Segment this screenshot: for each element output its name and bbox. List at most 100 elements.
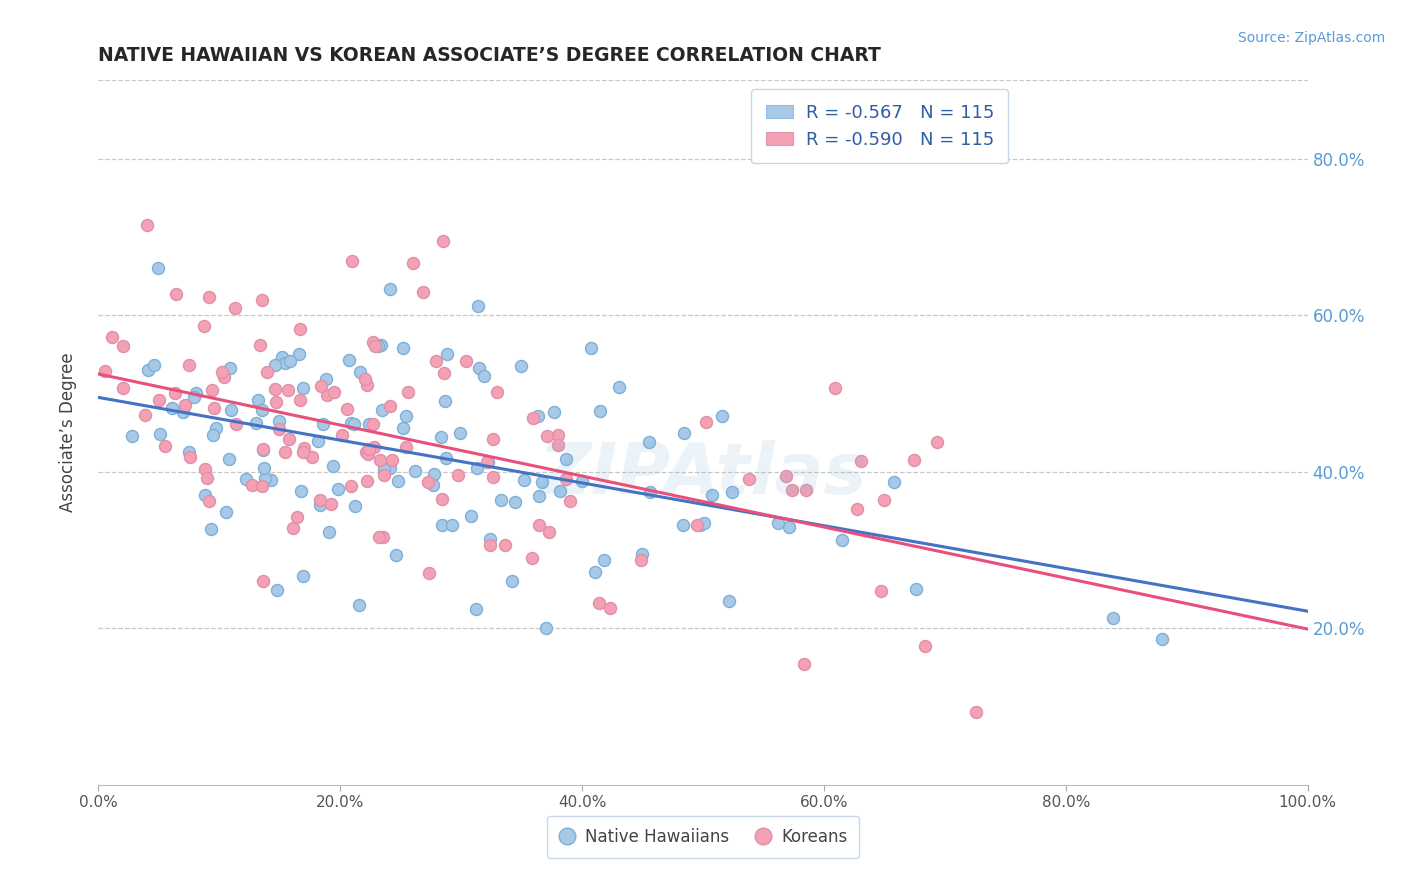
Point	[183, 390, 205, 404]
Y-axis label: Associate’s Degree: Associate’s Degree	[59, 353, 77, 512]
Point	[846, 502, 869, 516]
Point	[363, 339, 385, 353]
Point	[482, 432, 505, 446]
Point	[252, 442, 274, 456]
Point	[323, 384, 346, 399]
Point	[269, 421, 291, 435]
Point	[501, 574, 523, 588]
Point	[194, 488, 217, 502]
Point	[422, 467, 444, 481]
Point	[720, 484, 742, 499]
Point	[271, 350, 294, 364]
Point	[718, 594, 741, 608]
Point	[277, 383, 299, 397]
Point	[378, 282, 401, 296]
Point	[219, 403, 242, 417]
Point	[354, 372, 377, 386]
Point	[737, 472, 759, 486]
Point	[689, 517, 711, 532]
Legend: Native Hawaiians, Koreans: Native Hawaiians, Koreans	[547, 816, 859, 858]
Point	[395, 440, 418, 454]
Point	[558, 494, 581, 508]
Point	[672, 426, 695, 441]
Point	[142, 358, 165, 372]
Point	[224, 301, 246, 316]
Point	[543, 405, 565, 419]
Point	[494, 538, 516, 552]
Point	[449, 426, 471, 441]
Text: Source: ZipAtlas.com: Source: ZipAtlas.com	[1237, 31, 1385, 45]
Point	[536, 428, 558, 442]
Point	[356, 377, 378, 392]
Point	[301, 450, 323, 465]
Point	[245, 416, 267, 430]
Point	[780, 483, 803, 497]
Point	[373, 462, 395, 476]
Point	[554, 473, 576, 487]
Point	[252, 460, 274, 475]
Point	[425, 354, 447, 368]
Point	[477, 455, 499, 469]
Point	[165, 287, 187, 301]
Point	[309, 498, 332, 512]
Point	[205, 421, 228, 435]
Point	[186, 386, 208, 401]
Point	[824, 381, 846, 395]
Point	[430, 491, 453, 506]
Point	[527, 409, 550, 423]
Point	[367, 339, 389, 353]
Point	[381, 453, 404, 467]
Point	[583, 566, 606, 580]
Point	[179, 450, 201, 464]
Point	[593, 553, 616, 567]
Point	[503, 494, 526, 508]
Point	[447, 467, 470, 482]
Point	[263, 359, 285, 373]
Text: ZIPAtlas: ZIPAtlas	[538, 441, 868, 509]
Point	[197, 493, 219, 508]
Point	[308, 492, 330, 507]
Point	[430, 517, 453, 532]
Point	[520, 551, 543, 566]
Point	[522, 411, 544, 425]
Point	[510, 359, 533, 374]
Point	[307, 434, 329, 448]
Point	[121, 429, 143, 443]
Point	[330, 428, 353, 442]
Point	[249, 338, 271, 352]
Point	[264, 382, 287, 396]
Point	[343, 417, 366, 432]
Point	[467, 299, 489, 313]
Point	[250, 479, 273, 493]
Point	[274, 445, 297, 459]
Point	[638, 485, 661, 500]
Point	[530, 475, 553, 490]
Point	[349, 598, 371, 612]
Point	[283, 521, 305, 535]
Point	[589, 404, 612, 418]
Point	[252, 442, 274, 457]
Point	[432, 234, 454, 248]
Point	[218, 452, 240, 467]
Point	[198, 291, 221, 305]
Point	[134, 408, 156, 422]
Point	[250, 403, 273, 417]
Point	[599, 601, 621, 615]
Point	[402, 256, 425, 270]
Point	[294, 441, 316, 455]
Point	[412, 285, 434, 299]
Point	[693, 516, 716, 531]
Point	[778, 519, 800, 533]
Point	[768, 516, 790, 530]
Point	[775, 469, 797, 483]
Point	[200, 523, 222, 537]
Point	[100, 330, 122, 344]
Point	[460, 509, 482, 524]
Point	[378, 399, 401, 413]
Point	[695, 416, 717, 430]
Point	[361, 334, 384, 349]
Point	[441, 517, 464, 532]
Point	[607, 380, 630, 394]
Point	[370, 403, 392, 417]
Point	[870, 583, 893, 598]
